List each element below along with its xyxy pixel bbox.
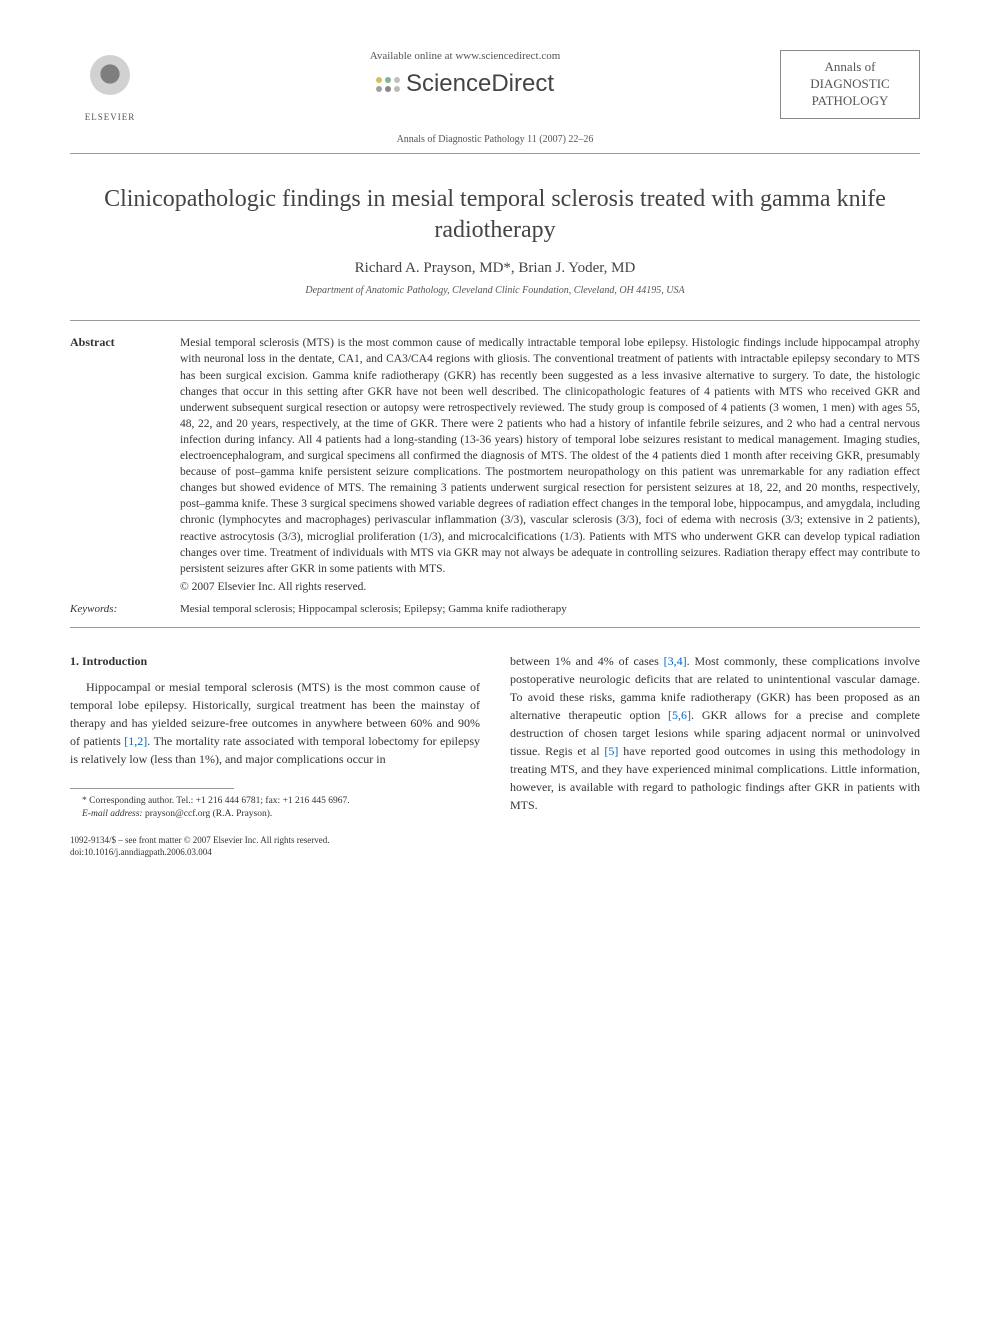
article-title: Clinicopathologic findings in mesial tem… <box>70 184 920 246</box>
sciencedirect-logo: ScienceDirect <box>150 70 780 98</box>
corresponding-author-footnote: * Corresponding author. Tel.: +1 216 444… <box>70 795 480 808</box>
journal-title-box: Annals of DIAGNOSTIC PATHOLOGY <box>780 50 920 119</box>
intro-para-col2: between 1% and 4% of cases [3,4]. Most c… <box>510 652 920 814</box>
sciencedirect-text: ScienceDirect <box>406 70 554 98</box>
abstract-section: Abstract Mesial temporal sclerosis (MTS)… <box>70 320 920 592</box>
email-label: E-mail address: <box>82 809 143 819</box>
elsevier-logo: ELSEVIER <box>70 50 150 122</box>
footer-meta: 1092-9134/$ – see front matter © 2007 El… <box>70 835 480 858</box>
abstract-body: Mesial temporal sclerosis (MTS) is the m… <box>180 335 920 592</box>
footnote-divider <box>70 788 234 789</box>
abstract-label: Abstract <box>70 335 150 592</box>
issn-line: 1092-9134/$ – see front matter © 2007 El… <box>70 835 480 847</box>
ref-link-5[interactable]: [5] <box>604 744 618 758</box>
keywords-text: Mesial temporal sclerosis; Hippocampal s… <box>180 603 567 615</box>
intro-text-3: between 1% and 4% of cases <box>510 654 664 668</box>
available-online-text: Available online at www.sciencedirect.co… <box>150 50 780 62</box>
right-column: between 1% and 4% of cases [3,4]. Most c… <box>510 652 920 859</box>
journal-name-line1: Annals of <box>789 59 911 76</box>
publisher-name: ELSEVIER <box>85 112 136 122</box>
intro-para-col1: Hippocampal or mesial temporal sclerosis… <box>70 678 480 768</box>
doi-line: doi:10.1016/j.anndiagpath.2006.03.004 <box>70 847 480 859</box>
header-row: ELSEVIER Available online at www.science… <box>70 50 920 122</box>
body-columns: 1. Introduction Hippocampal or mesial te… <box>70 652 920 859</box>
introduction-heading: 1. Introduction <box>70 652 480 670</box>
abstract-text: Mesial temporal sclerosis (MTS) is the m… <box>180 335 920 576</box>
article-authors: Richard A. Prayson, MD*, Brian J. Yoder,… <box>70 260 920 277</box>
journal-name-line2: DIAGNOSTIC <box>789 76 911 93</box>
ref-link-1-2[interactable]: [1,2] <box>124 734 147 748</box>
sciencedirect-dots-icon <box>376 77 400 92</box>
abstract-copyright: © 2007 Elsevier Inc. All rights reserved… <box>180 581 920 593</box>
journal-name-line3: PATHOLOGY <box>789 93 911 110</box>
email-footnote: E-mail address: prayson@ccf.org (R.A. Pr… <box>70 808 480 821</box>
header-divider <box>70 153 920 154</box>
ref-link-5-6[interactable]: [5,6] <box>668 708 691 722</box>
email-value: prayson@ccf.org (R.A. Prayson). <box>145 809 272 819</box>
left-column: 1. Introduction Hippocampal or mesial te… <box>70 652 480 859</box>
keywords-section: Keywords: Mesial temporal sclerosis; Hip… <box>70 597 920 628</box>
journal-citation: Annals of Diagnostic Pathology 11 (2007)… <box>70 134 920 145</box>
ref-link-3-4[interactable]: [3,4] <box>664 654 687 668</box>
elsevier-tree-icon <box>80 50 140 110</box>
keywords-label: Keywords: <box>70 603 150 615</box>
article-affiliation: Department of Anatomic Pathology, Clevel… <box>70 285 920 296</box>
center-header: Available online at www.sciencedirect.co… <box>150 50 780 98</box>
